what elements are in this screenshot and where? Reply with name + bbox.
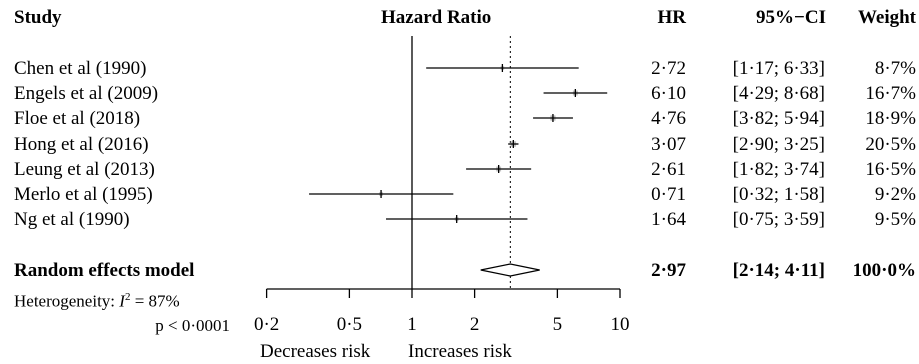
study-ci: [2·90; 3·25] — [732, 134, 825, 155]
header-ci: 95%−CI — [756, 7, 826, 28]
study-hr: 2·61 — [651, 159, 686, 180]
study-ci: [3·82; 5·94] — [732, 108, 825, 129]
study-weight: 20·5% — [865, 134, 916, 155]
study-ci: [1·17; 6·33] — [732, 58, 825, 79]
x-tick-label: 0·5 — [337, 314, 362, 335]
study-name: Ng et al (1990) — [14, 209, 130, 230]
summary-diamond — [480, 263, 540, 277]
study-weight: 18·9% — [865, 108, 916, 129]
study-name: Hong et al (2016) — [14, 134, 149, 155]
study-weight: 16·7% — [865, 83, 916, 104]
header-weight: Weight — [857, 7, 916, 28]
study-ci: [0·32; 1·58] — [732, 184, 825, 205]
study-hr: 4·76 — [651, 108, 686, 129]
header-hazard-ratio: Hazard Ratio — [381, 7, 492, 28]
x-tick-label: 0·2 — [254, 314, 279, 335]
header-study: Study — [14, 7, 62, 28]
study-hr: 0·71 — [651, 184, 686, 205]
study-name: Leung et al (2013) — [14, 159, 155, 180]
study-hr: 6·10 — [651, 83, 686, 104]
study-weight: 9·5% — [874, 209, 916, 230]
i2-value: = 87% — [130, 291, 180, 311]
direction-left-label: Decreases risk — [260, 341, 371, 362]
study-name: Chen et al (1990) — [14, 58, 147, 79]
summary-hr: 2·97 — [651, 260, 686, 281]
x-tick-label: 2 — [470, 314, 480, 335]
study-weight: 9·2% — [874, 184, 916, 205]
i2-superscript: 2 — [124, 291, 131, 303]
header-hr: HR — [657, 7, 687, 28]
study-ci: [4·29; 8·68] — [732, 83, 825, 104]
heterogeneity-label: Heterogeneity: I2 = 87% — [14, 286, 180, 313]
i2-symbol: I — [119, 291, 125, 311]
study-weight: 16·5% — [865, 159, 916, 180]
heterogeneity-prefix: Heterogeneity: — [14, 291, 120, 311]
summary-name: Random effects model — [14, 260, 195, 281]
study-hr: 2·72 — [651, 58, 686, 79]
summary-ci: [2·14; 4·11] — [732, 260, 825, 281]
study-name: Engels et al (2009) — [14, 83, 159, 104]
x-tick-label: 5 — [553, 314, 563, 335]
x-tick-label: 10 — [611, 314, 630, 335]
study-ci: [1·82; 3·74] — [732, 159, 825, 180]
direction-right-label: Increases risk — [408, 341, 512, 362]
summary-weight: 100·0% — [852, 260, 916, 281]
study-name: Merlo et al (1995) — [14, 184, 153, 205]
study-weight: 8·7% — [874, 58, 916, 79]
p-value: p < 0·0001 — [155, 316, 230, 335]
study-ci: [0·75; 3·59] — [732, 209, 825, 230]
study-hr: 1·64 — [651, 209, 686, 230]
study-name: Floe et al (2018) — [14, 108, 141, 129]
x-tick-label: 1 — [407, 314, 417, 335]
study-hr: 3·07 — [651, 134, 686, 155]
